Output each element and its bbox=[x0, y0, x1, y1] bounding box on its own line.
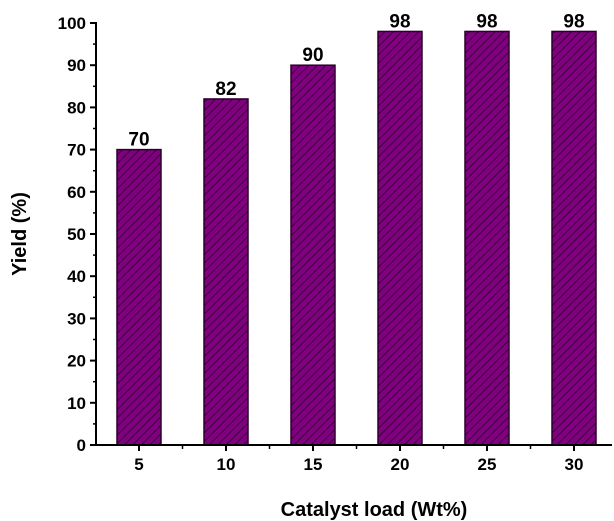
x-axis-title: Catalyst load (Wt%) bbox=[281, 499, 468, 521]
x-tick-label: 15 bbox=[304, 455, 323, 474]
x-tick-label: 30 bbox=[565, 455, 584, 474]
data-labels-group: 70 82 90 98 98 98 bbox=[128, 11, 584, 150]
data-label-5: 70 bbox=[128, 130, 149, 151]
x-tick-label: 10 bbox=[217, 455, 236, 474]
y-tick-label: 20 bbox=[67, 352, 86, 371]
y-tick-label: 50 bbox=[67, 225, 86, 244]
bar-20 bbox=[377, 30, 423, 446]
y-tick-label: 0 bbox=[77, 436, 86, 455]
x-tick-label: 20 bbox=[391, 455, 410, 474]
y-tick-label: 30 bbox=[67, 309, 86, 328]
data-label-15: 90 bbox=[302, 45, 323, 66]
y-tick-label: 60 bbox=[67, 183, 86, 202]
bar-5 bbox=[116, 148, 162, 446]
bar-10 bbox=[203, 98, 249, 446]
y-tick-label: 10 bbox=[67, 394, 86, 413]
y-tick-label: 40 bbox=[67, 267, 86, 286]
x-tick-label: 5 bbox=[134, 455, 143, 474]
y-tick-label: 70 bbox=[67, 141, 86, 160]
bars-group bbox=[116, 30, 597, 446]
x-tick-label: 25 bbox=[478, 455, 497, 474]
y-ticks-group: 0 10 20 30 40 50 60 70 80 90 100 bbox=[58, 14, 96, 455]
axes-group bbox=[95, 22, 612, 446]
bar-30 bbox=[551, 30, 597, 446]
x-ticks-group: 5 10 15 20 25 30 bbox=[134, 445, 583, 474]
data-label-10: 82 bbox=[215, 79, 236, 100]
bar-15 bbox=[290, 64, 336, 446]
data-label-25: 98 bbox=[476, 11, 497, 32]
y-axis-title: Yield (%) bbox=[9, 192, 31, 276]
y-tick-label: 100 bbox=[58, 14, 86, 33]
y-tick-label: 80 bbox=[67, 98, 86, 117]
data-label-20: 98 bbox=[389, 11, 410, 32]
data-label-30: 98 bbox=[563, 11, 584, 32]
y-tick-label: 90 bbox=[67, 56, 86, 75]
bar-25 bbox=[464, 30, 510, 446]
